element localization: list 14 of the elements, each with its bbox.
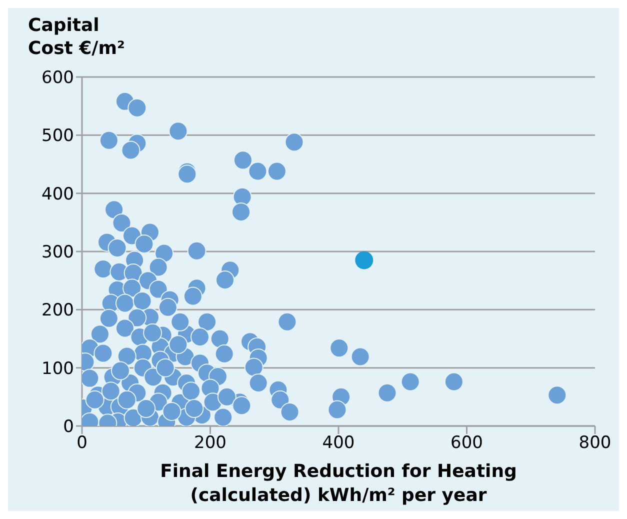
x-tick-label: 200 xyxy=(194,433,226,454)
y-tick-label: 300 xyxy=(42,242,74,263)
y-axis-title: Capital Cost €/m² xyxy=(28,14,125,60)
y-tick-label: 200 xyxy=(42,300,74,321)
y-tick-label: 400 xyxy=(42,184,74,204)
y-tick-label: 0 xyxy=(63,417,74,438)
y-tick-label: 100 xyxy=(42,358,74,379)
x-tick-label: 800 xyxy=(578,433,612,454)
x-tick-label: 400 xyxy=(322,433,355,454)
y-tick-label: 500 xyxy=(42,126,74,146)
x-axis-title: Final Energy Reduction for Heating (calculated) kWh/m² per year xyxy=(159,460,518,508)
y-tick-label: 600 xyxy=(42,68,74,88)
x-tick-label: 600 xyxy=(450,433,483,454)
x-tick-label: 0 xyxy=(76,433,88,454)
